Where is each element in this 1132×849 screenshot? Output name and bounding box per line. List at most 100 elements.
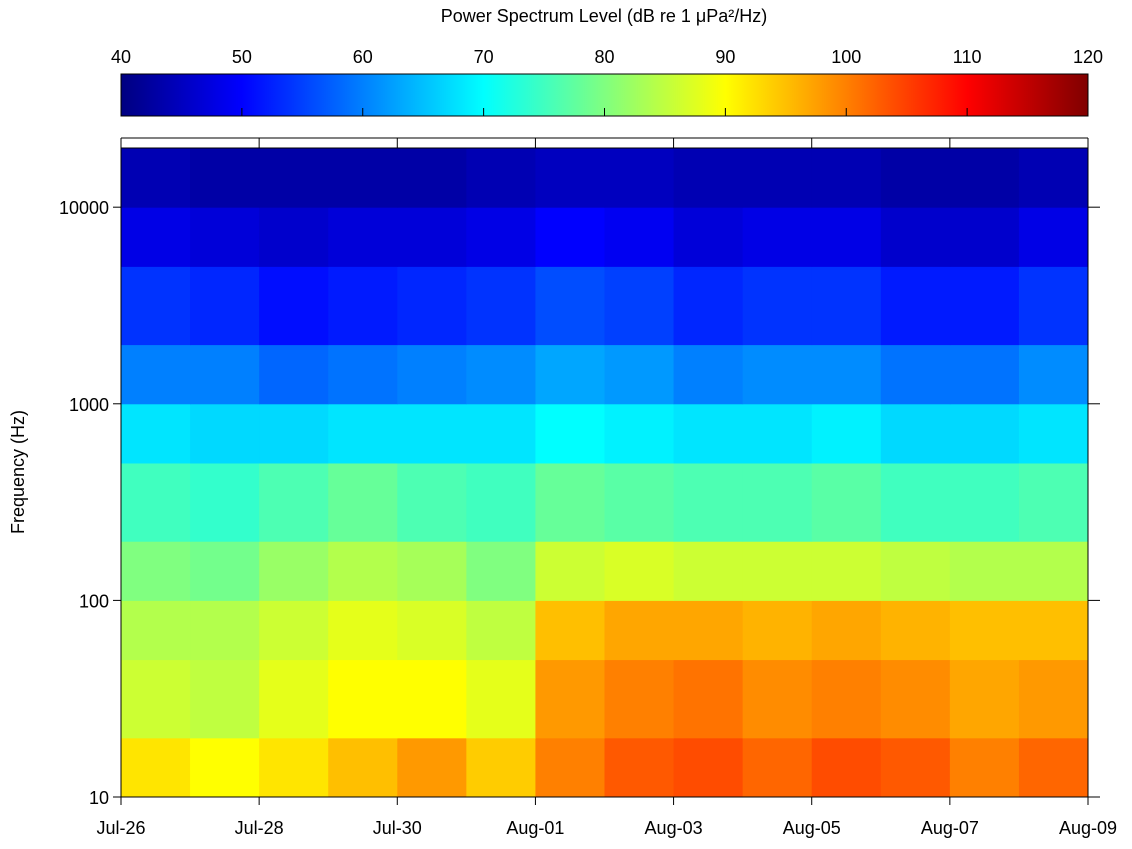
heatmap-cell: [673, 344, 744, 405]
heatmap-cell: [328, 659, 398, 739]
heatmap-cell: [190, 266, 260, 346]
heatmap-cell: [811, 462, 882, 542]
heatmap-cell: [742, 462, 813, 542]
heatmap-cell: [880, 403, 951, 464]
heatmap-cell: [742, 659, 813, 739]
heatmap-cell: [466, 266, 536, 346]
heatmap-cell: [121, 541, 191, 601]
heatmap-cell: [742, 737, 813, 798]
heatmap-cell: [121, 462, 191, 542]
colorbar-tick-label: 70: [474, 47, 494, 67]
colorbar-tick-label: 110: [953, 47, 982, 67]
heatmap-cell: [397, 462, 467, 542]
heatmap-cell: [1018, 207, 1089, 267]
heatmap-cell: [259, 541, 329, 601]
heatmap-cell: [811, 600, 882, 661]
heatmap-cell: [673, 737, 744, 798]
heatmap-cell: [949, 148, 1020, 208]
heatmap-cell: [328, 403, 398, 464]
heatmap-cell: [811, 659, 882, 739]
heatmap-cell: [1018, 403, 1089, 464]
heatmap-cell: [535, 541, 605, 601]
heatmap-cell: [259, 659, 329, 739]
heatmap-cell: [121, 148, 191, 208]
heatmap-cell: [1018, 541, 1089, 601]
heatmap-cell: [466, 207, 536, 267]
heatmap-cell: [880, 148, 951, 208]
heatmap-cell: [604, 266, 675, 346]
heatmap-cell: [880, 207, 951, 267]
heatmap-cell: [604, 207, 675, 267]
heatmap-cell: [673, 266, 744, 346]
heatmap-cell: [742, 266, 813, 346]
heatmap-cell: [742, 207, 813, 267]
heatmap-cell: [811, 148, 882, 208]
heatmap-cell: [121, 207, 191, 267]
y-tick-label: 10000: [59, 198, 109, 218]
colorbar-tick-label: 40: [111, 47, 131, 67]
heatmap-cell: [328, 541, 398, 601]
heatmap-cell: [190, 541, 260, 601]
heatmap-cell: [121, 344, 191, 405]
y-tick-label: 1000: [69, 395, 109, 415]
heatmap-cell: [880, 266, 951, 346]
heatmap-cell: [121, 266, 191, 346]
heatmap-cell: [397, 737, 467, 798]
heatmap-cell: [466, 403, 536, 464]
heatmap-cell: [397, 541, 467, 601]
heatmap-cell: [604, 737, 675, 798]
heatmap-cell: [673, 600, 744, 661]
heatmap-cell: [1018, 462, 1089, 542]
heatmap-cell: [604, 344, 675, 405]
colorbar-tick-label: 60: [353, 47, 373, 67]
heatmap-cell: [328, 344, 398, 405]
x-tick-label: Jul-26: [96, 818, 145, 838]
y-axis-label: Frequency (Hz): [8, 410, 28, 534]
heatmap-cell: [328, 462, 398, 542]
heatmap-cell: [328, 207, 398, 267]
heatmap-cell: [259, 737, 329, 798]
heatmap-cell: [949, 344, 1020, 405]
heatmap-cell: [535, 148, 605, 208]
heatmap-cell: [328, 600, 398, 661]
heatmap-cell: [190, 659, 260, 739]
heatmap-cell: [742, 403, 813, 464]
heatmap-cell: [1018, 737, 1089, 798]
heatmap-cell: [811, 266, 882, 346]
heatmap-cell: [259, 266, 329, 346]
heatmap-cell: [259, 344, 329, 405]
heatmap-cell: [535, 737, 605, 798]
heatmap-cell: [328, 737, 398, 798]
heatmap-cell: [673, 148, 744, 208]
heatmap-cell: [535, 462, 605, 542]
x-tick-label: Aug-07: [921, 818, 979, 838]
heatmap-cell: [742, 148, 813, 208]
heatmap-cell: [880, 737, 951, 798]
heatmap-cell: [535, 266, 605, 346]
heatmap-cell: [604, 403, 675, 464]
x-tick-label: Jul-28: [235, 818, 284, 838]
heatmap-cell: [742, 344, 813, 405]
heatmap-cell: [604, 148, 675, 208]
heatmap-cell: [328, 266, 398, 346]
heatmap-cell: [673, 659, 744, 739]
heatmap-cell: [397, 403, 467, 464]
heatmap-cell: [397, 659, 467, 739]
plot-frame: [120, 147, 1089, 798]
colorbar-tick-label: 100: [831, 47, 861, 67]
heatmap-cell: [328, 148, 398, 208]
heatmap-cell: [811, 737, 882, 798]
x-tick-label: Aug-03: [645, 818, 703, 838]
heatmap-cell: [880, 659, 951, 739]
heatmap-cell: [121, 403, 191, 464]
heatmap-cell: [466, 600, 536, 661]
heatmap-cell: [466, 737, 536, 798]
heatmap-cell: [259, 600, 329, 661]
x-tick-label: Jul-30: [373, 818, 422, 838]
heatmap-cell: [604, 600, 675, 661]
heatmap-cell: [259, 462, 329, 542]
heatmap-cell: [880, 541, 951, 601]
heatmap-cell: [397, 148, 467, 208]
heatmap-cell: [397, 600, 467, 661]
heatmap-cell: [466, 541, 536, 601]
